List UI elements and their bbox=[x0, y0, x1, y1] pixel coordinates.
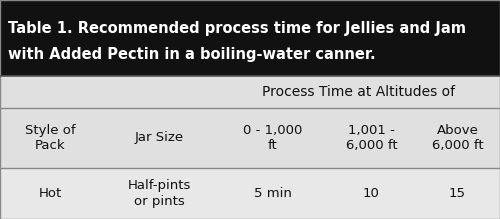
Text: Table 1. Recommended process time for Jellies and Jam: Table 1. Recommended process time for Je… bbox=[8, 21, 466, 36]
Bar bbox=[0, 0, 500, 76]
Text: 10: 10 bbox=[363, 187, 380, 200]
Text: Jar Size: Jar Size bbox=[134, 131, 184, 145]
Text: 1,001 -
6,000 ft: 1,001 - 6,000 ft bbox=[346, 124, 398, 152]
Text: Process Time at Altitudes of: Process Time at Altitudes of bbox=[262, 85, 456, 99]
Text: Hot: Hot bbox=[38, 187, 62, 200]
Text: Above
6,000 ft: Above 6,000 ft bbox=[432, 124, 484, 152]
Bar bbox=[0, 76, 500, 108]
Bar bbox=[0, 108, 500, 168]
Text: Style of
Pack: Style of Pack bbox=[24, 124, 76, 152]
Text: 15: 15 bbox=[449, 187, 466, 200]
Text: Half-pints
or pints: Half-pints or pints bbox=[128, 180, 190, 207]
Text: 5 min: 5 min bbox=[254, 187, 292, 200]
Text: 0 - 1,000
ft: 0 - 1,000 ft bbox=[244, 124, 302, 152]
Text: with Added Pectin in a boiling-water canner.: with Added Pectin in a boiling-water can… bbox=[8, 47, 376, 62]
Bar bbox=[0, 168, 500, 219]
